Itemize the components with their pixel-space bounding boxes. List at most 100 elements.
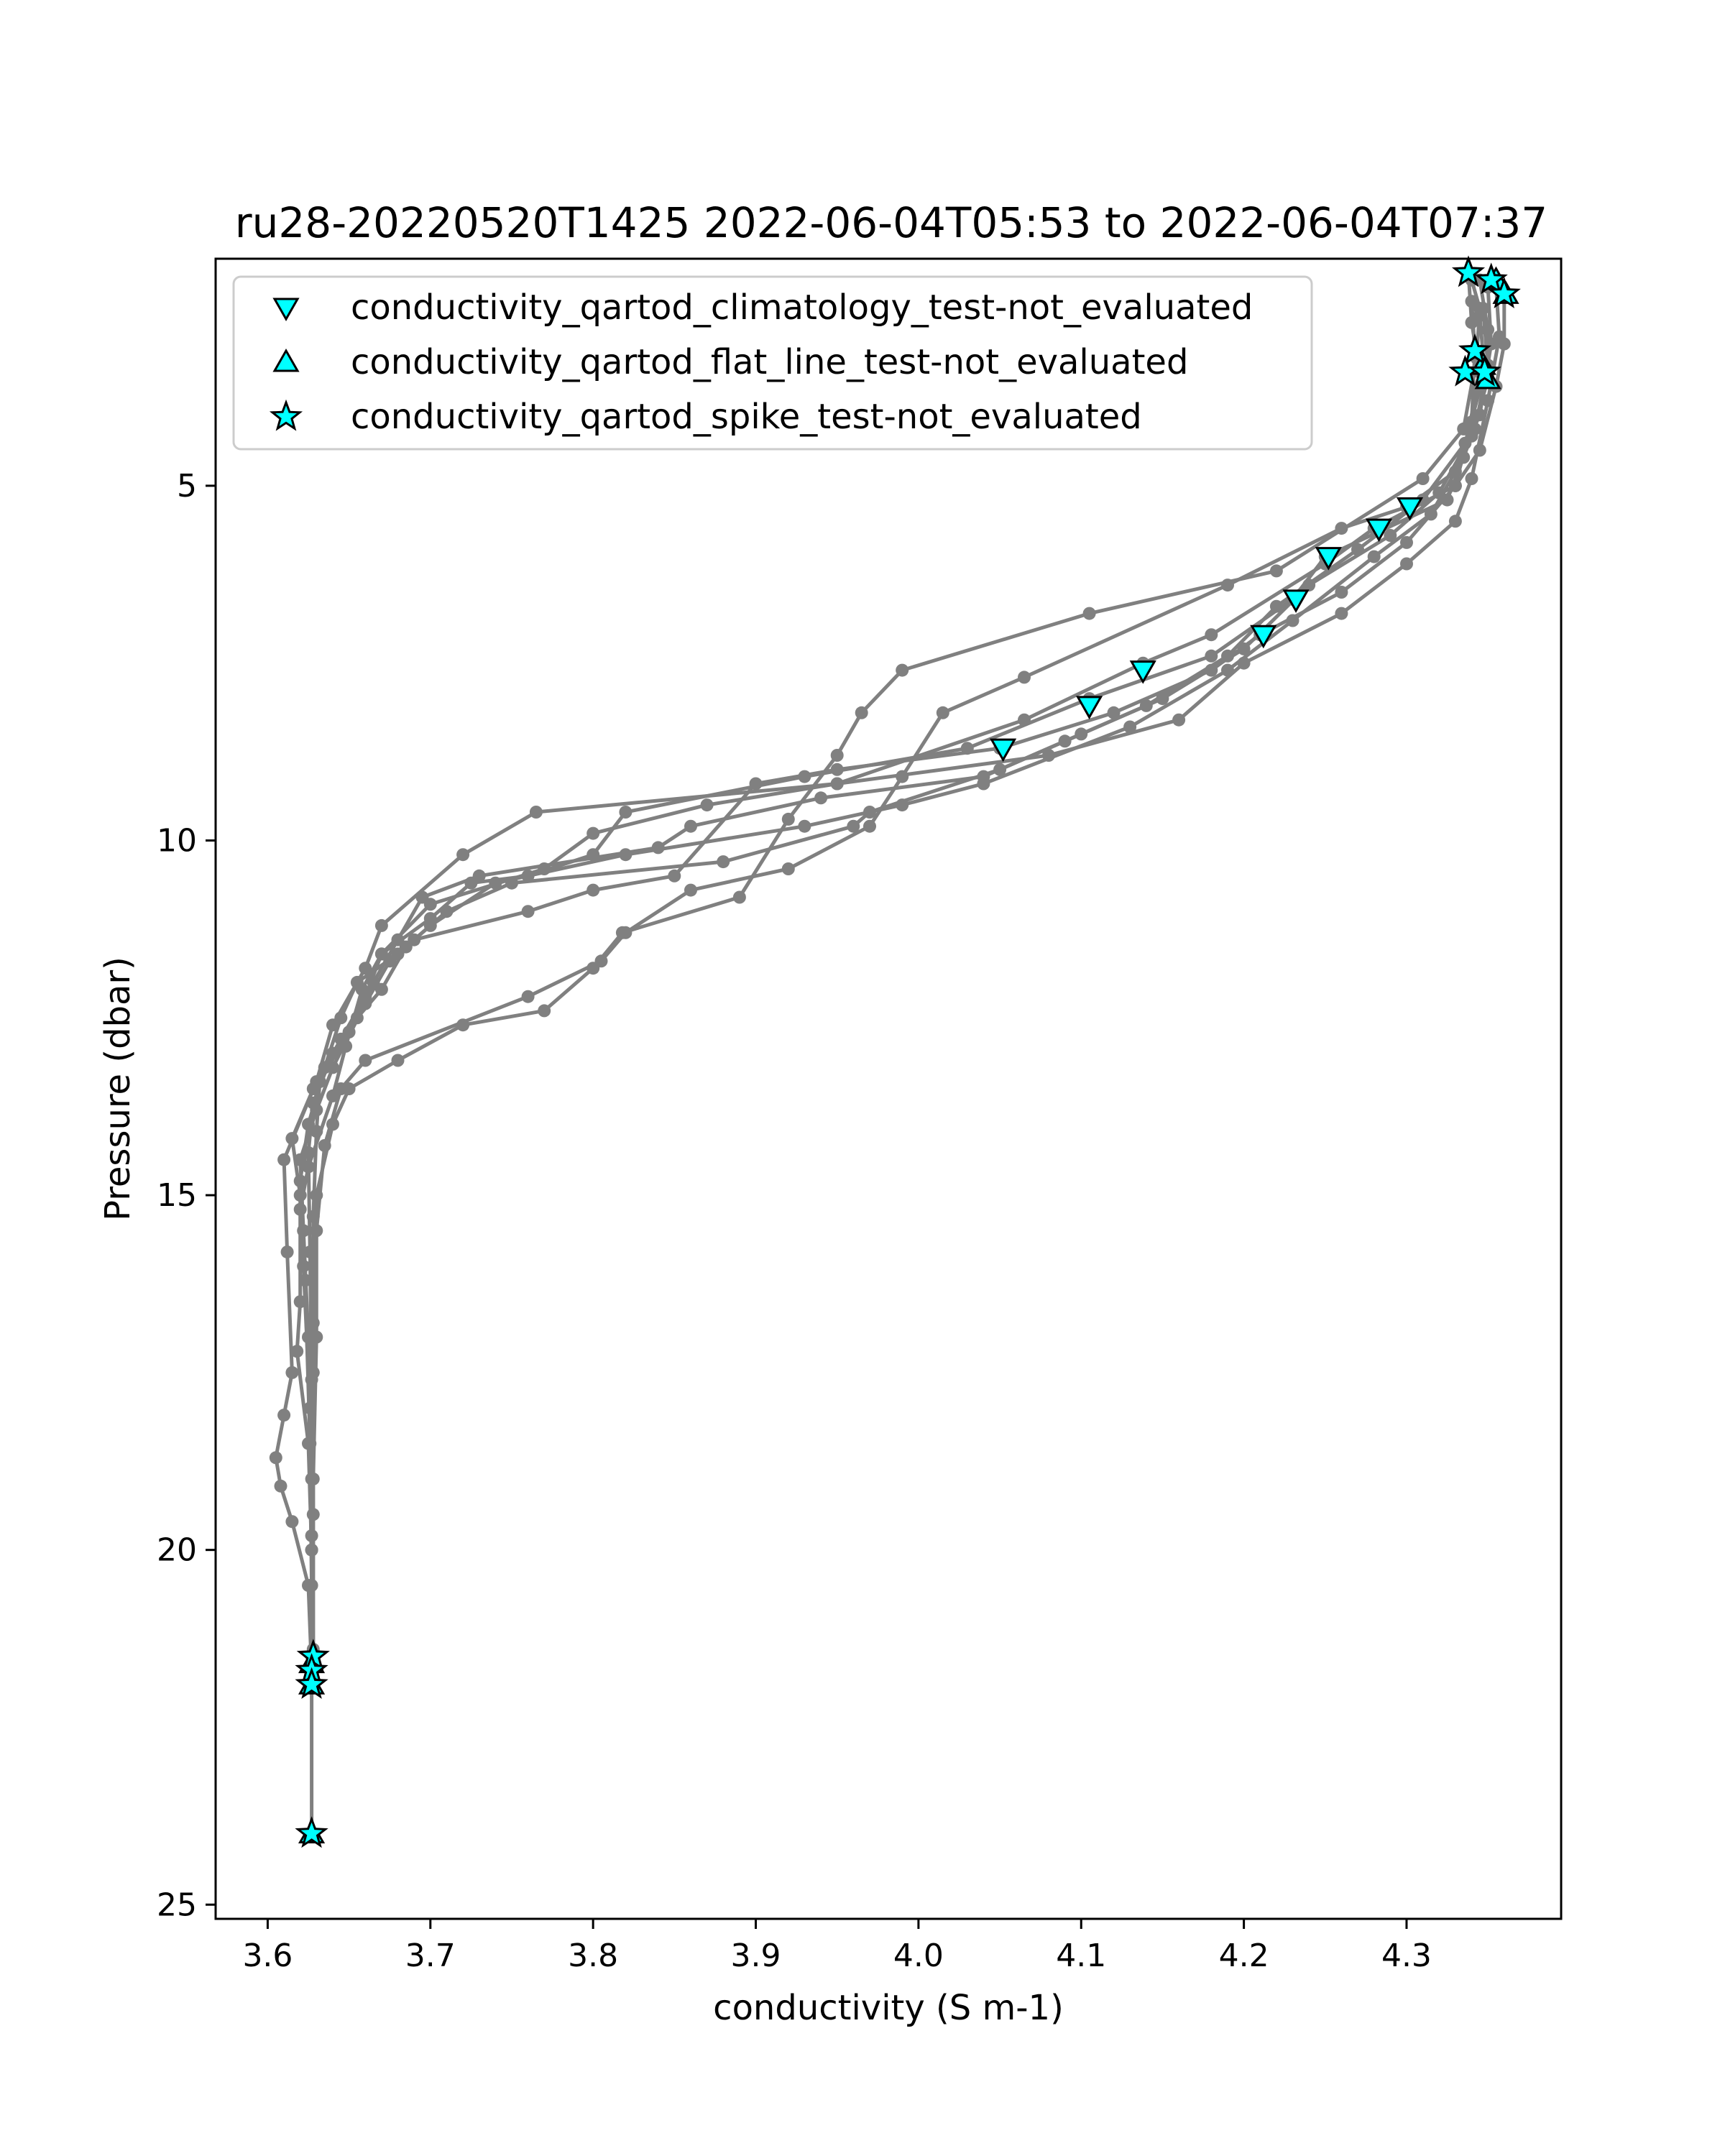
data-point [1286,614,1300,627]
data-point [993,763,1007,776]
data-point [521,905,535,918]
data-point [456,848,470,862]
data-point [1367,550,1381,563]
data-point [1237,656,1251,670]
data-point [285,1515,299,1529]
data-point [1018,671,1031,684]
data-point [1481,394,1495,407]
data-point [359,962,372,975]
data-point [1432,486,1446,499]
data-point [1205,649,1218,663]
data-point [415,890,429,904]
x-axis: 3.6 3.7 3.8 3.9 4.0 4.1 4.2 4.3 [242,1919,1432,1974]
y-tick-label: 5 [177,468,197,505]
y-axis: 5 10 15 20 25 [157,468,216,1923]
data-point [355,982,369,996]
triangle-down-marker [1075,696,1103,719]
data-point [781,862,795,875]
y-tick-label: 15 [157,1177,197,1214]
data-point [1123,720,1137,734]
data-point [1473,309,1486,322]
x-tick-label: 4.0 [893,1938,944,1974]
profile-line-8 [311,308,1490,1671]
data-point [855,706,868,719]
x-axis-label: conductivity (S m-1) [713,1988,1064,2028]
data-point [302,1146,315,1159]
star-marker [295,1667,328,1699]
data-point [1221,579,1234,592]
profile-line-7 [298,287,1501,1657]
profile-lines [269,266,1511,1841]
data-point [269,1451,282,1465]
data-point [359,1054,372,1067]
data-point [285,1365,299,1379]
data-point [305,1373,318,1386]
data-point [350,1011,364,1025]
profile-line-9 [306,315,1487,1664]
data-point [310,1125,323,1138]
y-axis-label: Pressure (dbar) [98,957,138,1221]
data-point [847,819,860,833]
x-tick-label: 3.6 [242,1938,293,1974]
qc-markers [295,255,1521,1848]
data-point [374,918,388,932]
data-point [1424,507,1438,521]
legend-star-icon [269,399,303,431]
data-point [717,855,730,869]
profile-line-5 [298,301,1477,1649]
data-point [586,826,600,840]
data-point [814,791,828,805]
data-point [1269,564,1283,578]
data-point [274,1479,288,1493]
data-point [798,819,811,833]
data-point [472,869,486,883]
chart-title: ru28-20220520T1425 2022-06-04T05:53 to 2… [235,198,1547,247]
data-point [305,1529,318,1542]
data-point [619,926,632,939]
data-point [1351,543,1364,556]
data-point [440,905,454,918]
data-point [1416,472,1430,485]
data-point [1448,515,1462,528]
data-point [830,763,844,776]
data-point [781,812,795,826]
y-tick-label: 10 [157,822,197,859]
x-tick-label: 4.2 [1219,1938,1269,1974]
data-point [306,1096,320,1110]
data-point [1493,330,1506,344]
y-tick-label: 20 [157,1532,197,1569]
data-point [1400,557,1413,571]
data-point [1082,607,1096,620]
legend-entry-label: conductivity_qartod_climatology_test-not… [351,287,1253,328]
data-point [1269,599,1283,613]
data-point [1448,479,1462,492]
profile-line-1 [311,279,1482,1657]
legend-triangle-down-icon [272,298,300,322]
star-marker [1458,333,1492,365]
data-point [290,1345,304,1358]
data-point [1400,535,1413,549]
profile-line-3 [274,294,1506,1834]
data-point [391,1054,405,1067]
data-point [1075,727,1088,741]
profile-line-6 [298,272,1482,1678]
data-point [619,806,632,819]
x-tick-label: 3.7 [405,1938,456,1974]
star-marker [1468,354,1501,387]
data-point [684,819,697,833]
legend-entry-label: conductivity_qartod_spike_test-not_evalu… [351,397,1142,437]
data-point [1107,706,1121,719]
data-point [732,890,746,904]
data-point [277,1409,291,1422]
data-point [1384,529,1397,542]
data-point [277,1153,291,1166]
data-point [293,1202,307,1216]
data-point [1172,713,1186,727]
star-marker [1474,262,1508,295]
legend-box [232,275,1313,451]
data-point [1221,649,1234,663]
data-point [505,876,518,890]
x-tick-label: 4.3 [1381,1938,1432,1974]
y-tick-label: 25 [157,1886,197,1923]
